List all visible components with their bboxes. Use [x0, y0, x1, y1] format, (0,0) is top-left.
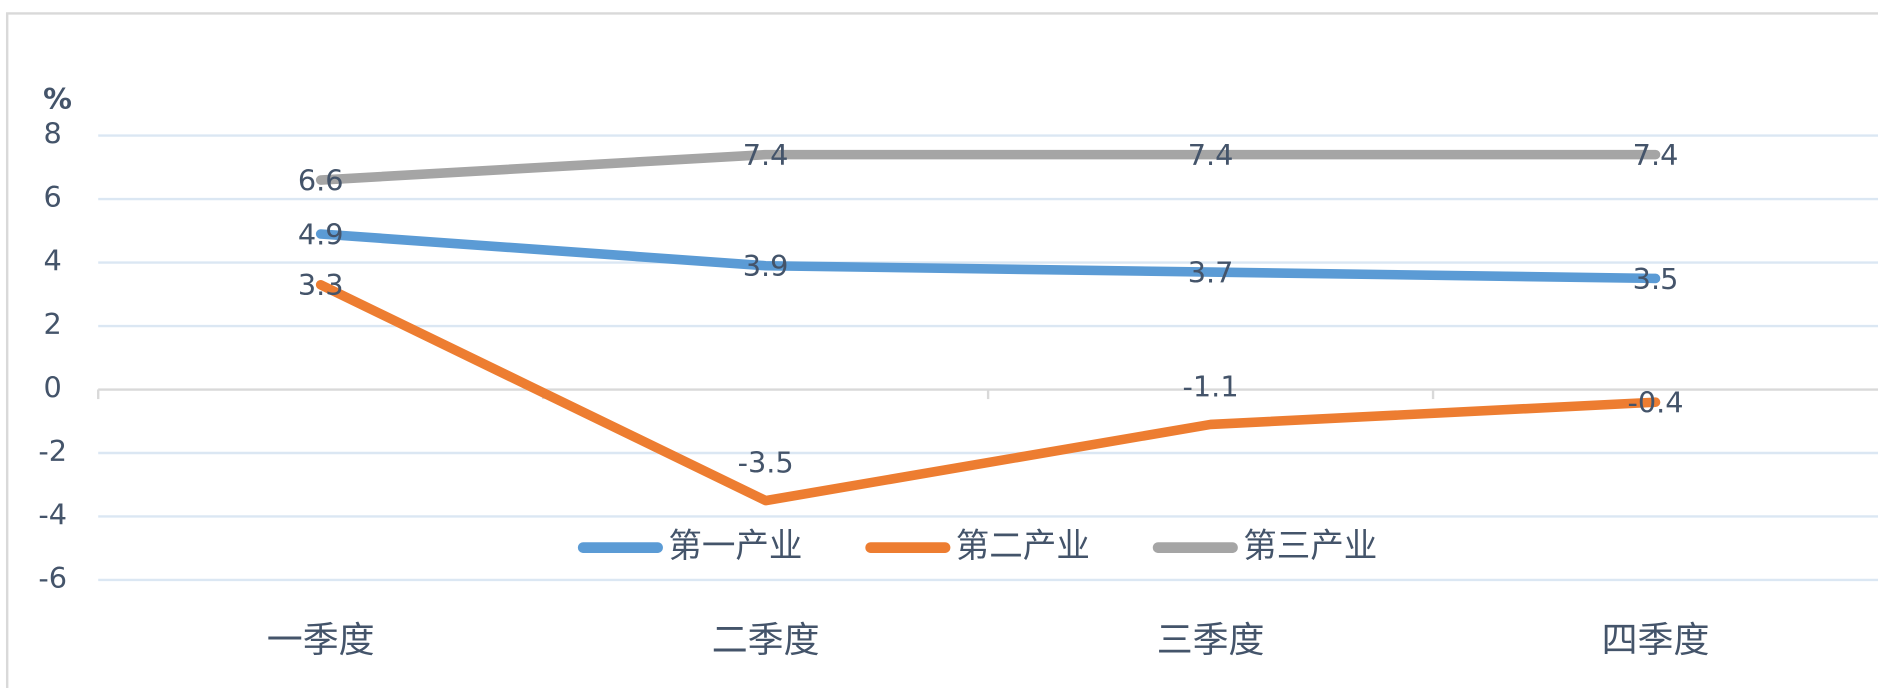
data-label: 3.7 — [1188, 255, 1234, 289]
x-tick-label: 一季度 — [267, 620, 375, 661]
y-unit: % — [43, 82, 72, 116]
x-tick-label: 四季度 — [1602, 620, 1710, 661]
y-tick-label: 4 — [44, 244, 62, 278]
y-tick-label: -2 — [38, 434, 67, 468]
y-tick-label: 6 — [44, 180, 62, 214]
x-tick-label: 二季度 — [712, 620, 820, 661]
data-label: 7.4 — [743, 138, 789, 172]
y-tick-label: -4 — [38, 497, 67, 531]
series-line — [315, 229, 1661, 284]
data-label: 7.4 — [1188, 138, 1234, 172]
data-label: -1.1 — [1183, 369, 1239, 403]
data-label: 3.5 — [1633, 262, 1679, 296]
y-tick-label: 0 — [44, 371, 62, 405]
data-label: 7.4 — [1633, 138, 1679, 172]
legend-label: 第二产业 — [956, 526, 1090, 565]
data-label: -3.5 — [738, 446, 794, 480]
y-tick-label: 2 — [44, 307, 62, 341]
x-tick-label: 三季度 — [1157, 620, 1265, 661]
series-line — [315, 279, 1661, 506]
legend-label: 第一产业 — [668, 526, 802, 565]
series-line — [315, 149, 1661, 185]
data-label: -0.4 — [1627, 386, 1683, 420]
data-label: 6.6 — [298, 163, 344, 197]
data-label: 3.3 — [298, 268, 344, 302]
data-label: 3.9 — [743, 249, 789, 283]
chart-border — [5, 12, 1878, 692]
data-label: 4.9 — [298, 217, 344, 251]
legend-label: 第三产业 — [1243, 526, 1377, 565]
y-tick-label: -6 — [38, 561, 67, 595]
y-tick-label: 8 — [44, 117, 62, 151]
